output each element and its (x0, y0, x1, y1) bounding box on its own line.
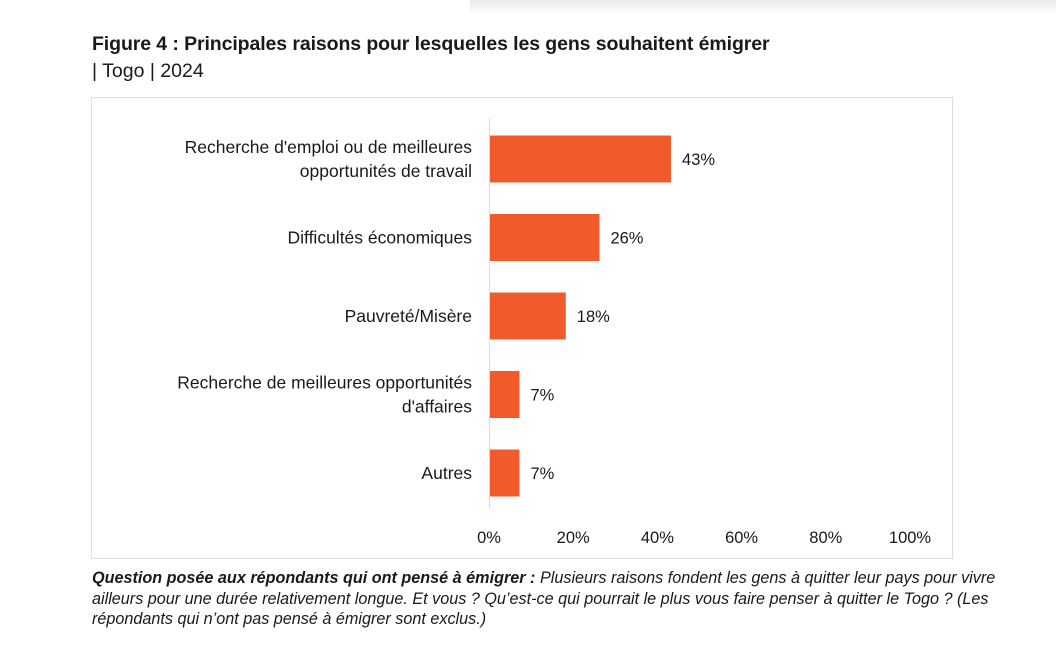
chart-frame: 43% Recherche d'emploi ou de meilleures op… (91, 97, 953, 559)
x-tick-label: 20% (557, 529, 590, 547)
category-label: d'affaires (402, 397, 472, 417)
figure-title: Figure 4 : Principales raisons pour lesq… (92, 33, 770, 55)
x-tick-label: 80% (809, 529, 842, 547)
bar (490, 371, 520, 418)
question-note-text: Plusieurs raisons fondent les gens à qui… (92, 569, 996, 628)
data-label: 7% (530, 387, 554, 405)
x-tick-label: 0% (477, 529, 501, 547)
category-label: Pauvreté/Misère (345, 306, 472, 326)
x-tick-label: 40% (641, 529, 674, 547)
category-label: Difficultés économiques (288, 228, 473, 248)
bar (490, 292, 566, 340)
data-label: 26% (610, 230, 643, 248)
question-note: Question posée aux répondants qui ont pe… (92, 568, 1012, 630)
x-tick-label: 60% (725, 529, 758, 547)
category-label: Recherche de meilleures opportunités (177, 373, 472, 393)
category-label: Autres (421, 463, 472, 483)
question-note-lead: Question posée aux répondants qui ont pe… (92, 569, 536, 587)
category-label: opportunités de travail (300, 161, 472, 181)
x-tick-label: 100% (889, 529, 932, 547)
category-label: Recherche d'emploi ou de meilleures (185, 137, 473, 157)
bar (490, 214, 600, 261)
bar (490, 135, 672, 183)
figure-subtitle: | Togo | 2024 (92, 60, 204, 82)
data-label: 43% (682, 151, 715, 169)
bar-chart: 43% Recherche d'emploi ou de meilleures op… (177, 118, 932, 547)
top-shadow-decoration (470, 0, 1056, 14)
data-label: 18% (577, 308, 610, 326)
bar (490, 449, 520, 497)
data-label: 7% (530, 465, 554, 483)
